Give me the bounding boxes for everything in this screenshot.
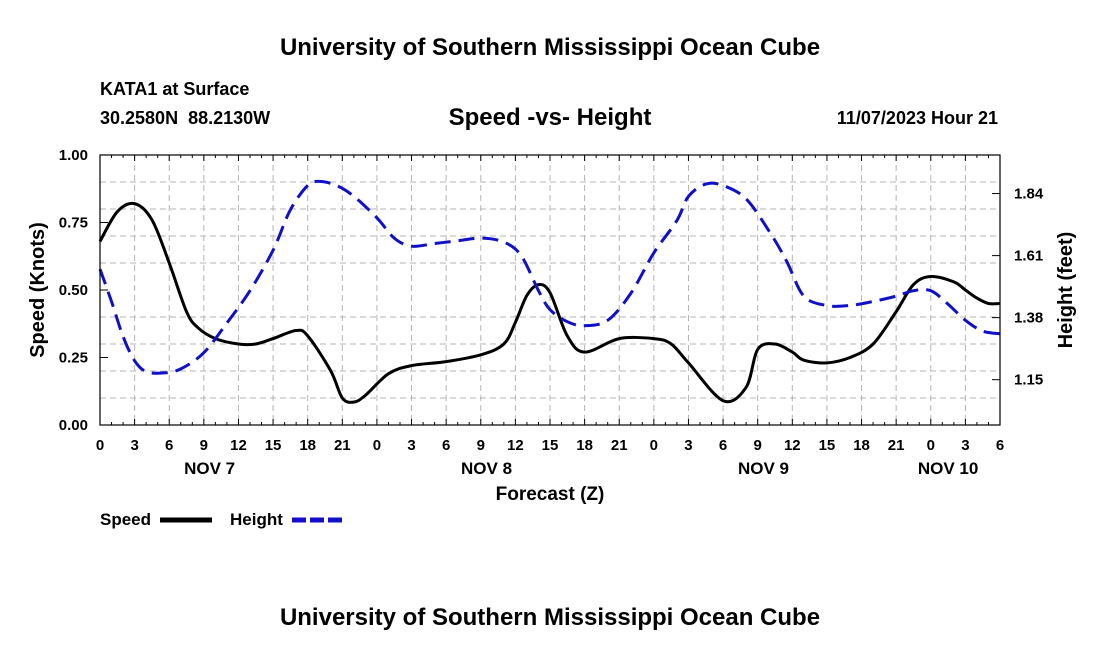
- x-tick-label: 12: [507, 437, 524, 454]
- y-left-tick-label: 1.00: [59, 147, 88, 164]
- x-tick-label: 6: [719, 437, 727, 454]
- x-tick-label: 3: [407, 437, 415, 454]
- plot-frame: [99, 154, 1001, 426]
- legend-label-speed: Speed: [100, 510, 151, 529]
- chart-subtitle: Speed -vs- Height: [449, 104, 652, 131]
- day-label: NOV 9: [738, 459, 789, 478]
- y-right-tick-label: 1.38: [1014, 310, 1043, 327]
- x-tick-label: 18: [299, 437, 316, 454]
- x-tick-label: 12: [230, 437, 247, 454]
- x-tick-label: 3: [684, 437, 692, 454]
- x-tick-label: 0: [96, 437, 104, 454]
- footer-title: University of Southern Mississippi Ocean…: [280, 604, 820, 631]
- x-tick-label: 9: [200, 437, 208, 454]
- y-left-tick-label: 0.00: [59, 417, 88, 434]
- y-right-tick-label: 1.61: [1014, 248, 1043, 265]
- x-tick-label: 15: [542, 437, 559, 454]
- chart-title: University of Southern Mississippi Ocean…: [280, 34, 820, 61]
- y-axis-ticks: 0.00 0.25 0.50 0.75 1.00 1.15 1.38 1.61 1.84: [59, 147, 1044, 434]
- y-right-tick-label: 1.84: [1014, 186, 1044, 203]
- y-axis-right-label: Height (feet): [1055, 232, 1077, 349]
- x-tick-label: 3: [961, 437, 969, 454]
- station-coords: 30.2580N 88.2130W: [100, 108, 270, 128]
- x-tick-label: 21: [611, 437, 628, 454]
- y-right-tick-label: 1.15: [1014, 372, 1043, 389]
- x-tick-label: 9: [754, 437, 762, 454]
- x-tick-label: 3: [130, 437, 138, 454]
- x-tick-label: 6: [996, 437, 1004, 454]
- x-axis-ticks: 0 3 6 9 12 15 18 21 0 3 6 9 12 15 18 21 0 3 6 9 12 15 18 21 0 3 6N…: [96, 155, 1004, 478]
- y-axis-left-label: Speed (Knots): [27, 222, 49, 358]
- x-tick-label: 0: [927, 437, 935, 454]
- series-line-height: [98, 179, 1001, 375]
- x-tick-label: 12: [784, 437, 801, 454]
- x-axis-label: Forecast (Z): [496, 484, 605, 505]
- x-tick-label: 0: [373, 437, 381, 454]
- day-label: NOV 7: [184, 459, 235, 478]
- legend-label-height: Height: [230, 510, 283, 529]
- x-tick-label: 0: [650, 437, 658, 454]
- station-label: KATA1 at Surface: [100, 79, 249, 99]
- x-tick-label: 6: [165, 437, 173, 454]
- series-lines: [98, 179, 1001, 404]
- x-tick-label: 21: [888, 437, 905, 454]
- x-tick-label: 18: [853, 437, 870, 454]
- day-label: NOV 8: [461, 459, 512, 478]
- day-label: NOV 10: [918, 459, 978, 478]
- x-tick-label: 18: [576, 437, 593, 454]
- legend: Speed Height: [100, 510, 342, 529]
- y-left-tick-label: 0.50: [59, 282, 88, 299]
- x-tick-label: 9: [477, 437, 485, 454]
- x-tick-label: 15: [819, 437, 836, 454]
- y-left-tick-label: 0.75: [59, 215, 88, 232]
- x-tick-label: 21: [334, 437, 351, 454]
- y-left-tick-label: 0.25: [59, 350, 88, 367]
- series-line-speed: [98, 201, 1001, 404]
- forecast-datetime: 11/07/2023 Hour 21: [837, 108, 998, 128]
- x-tick-label: 15: [265, 437, 282, 454]
- x-tick-label: 6: [442, 437, 450, 454]
